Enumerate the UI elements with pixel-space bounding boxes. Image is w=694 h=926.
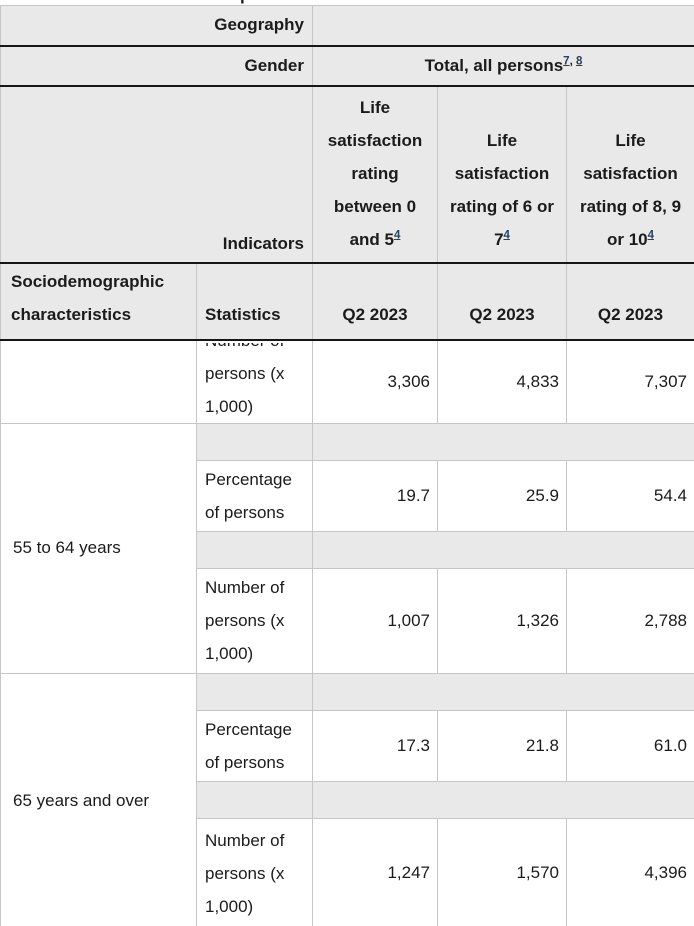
age-group-label-65-over: 65 years and over xyxy=(0,672,197,926)
gender-value: Total, all persons xyxy=(424,55,564,75)
footnote-8-link[interactable]: 8 xyxy=(575,54,583,67)
geography-value-cell xyxy=(312,5,694,47)
table-row: Number of persons (x 1,000) 1,007 1,326 … xyxy=(1,568,694,674)
gender-value-cell: Total, all persons7, 8 xyxy=(312,45,694,87)
gender-row: Gender Total, all persons7, 8 xyxy=(0,45,694,87)
value-cell: 4,833 xyxy=(437,339,567,424)
value-cell: 7,307 xyxy=(566,339,694,424)
gender-label: Gender xyxy=(0,45,313,87)
value-cell: 4,396 xyxy=(566,817,694,926)
footnote-4-link[interactable]: 4 xyxy=(394,229,401,242)
column-header-row: Sociodemographic characteristics Statist… xyxy=(0,262,694,341)
table-row: Percentage of persons 19.7 25.9 54.4 xyxy=(1,459,694,533)
indicator-header-0-label: Life satisfaction rating between 0 and 5 xyxy=(327,97,423,250)
indicator-header-0: Life satisfaction rating between 0 and 5… xyxy=(312,85,438,265)
cropped-top-row: Reference period xyxy=(0,0,312,5)
statistics-header: Statistics xyxy=(196,262,313,341)
footnote-4-link[interactable]: 4 xyxy=(647,229,655,242)
statistic-label: Number of persons (x 1,000) xyxy=(196,568,313,674)
footnote-7-link[interactable]: 7 xyxy=(563,54,570,67)
value-cell: 1,247 xyxy=(312,817,438,926)
spacer-row xyxy=(1,531,694,570)
age-group-label-55-64: 55 to 64 years xyxy=(0,422,197,674)
value-cell: 21.8 xyxy=(437,709,567,782)
statistic-label: Number of persons (x 1,000) xyxy=(196,817,313,926)
indicator-header-1-label: Life satisfaction rating of 6 or 7 xyxy=(450,130,554,250)
value-cell: 1,007 xyxy=(312,568,438,674)
spacer-cell xyxy=(312,672,694,711)
value-cell: 54.4 xyxy=(566,459,694,533)
footnote-4-link[interactable]: 4 xyxy=(503,229,510,242)
spacer-row: 65 years and over xyxy=(0,672,694,926)
indicator-header-2: Life satisfaction rating of 8, 9 or 104 xyxy=(566,85,694,265)
value-cell: 2,788 xyxy=(566,568,694,674)
value-cell: 19.7 xyxy=(312,459,438,533)
cropped-top-row-text: Reference period xyxy=(0,0,312,5)
spacer-cell xyxy=(312,422,694,461)
period-header-1: Q2 2023 xyxy=(437,262,567,341)
spacer-cell xyxy=(196,780,313,819)
indicator-header-2-label: Life satisfaction rating of 8, 9 or 10 xyxy=(579,130,682,250)
statistic-label-cell: Number of persons (x 1,000) xyxy=(196,339,313,424)
spacer-row xyxy=(1,780,694,819)
value-cell: 61.0 xyxy=(566,709,694,782)
value-cell: 3,306 xyxy=(312,339,438,424)
life-satisfaction-table: Geography Gender Total, all persons7, 8 … xyxy=(0,5,694,926)
spacer-row: 55 to 64 years xyxy=(0,422,694,674)
spacer-cell xyxy=(312,531,694,570)
statistic-label: Percentage of persons xyxy=(196,459,313,533)
table-row: Number of persons (x 1,000) 1,247 1,570 … xyxy=(1,817,694,926)
indicators-label: Indicators xyxy=(0,85,313,265)
spacer-cell xyxy=(196,422,313,461)
geography-row: Geography xyxy=(0,5,694,47)
stub-header: Sociodemographic characteristics xyxy=(0,262,197,341)
indicators-row: Indicators Life satisfaction rating betw… xyxy=(0,85,694,265)
value-cell: 1,570 xyxy=(437,817,567,926)
period-header-0: Q2 2023 xyxy=(312,262,438,341)
spacer-cell xyxy=(196,531,313,570)
value-cell: 25.9 xyxy=(437,459,567,533)
footnote-separator: , xyxy=(569,54,576,67)
table-row-partial: Number of persons (x 1,000) 3,306 4,833 … xyxy=(0,339,694,424)
spacer-cell xyxy=(312,780,694,819)
period-header-2: Q2 2023 xyxy=(566,262,694,341)
table-row: Percentage of persons 17.3 21.8 61.0 xyxy=(1,709,694,782)
statistic-label: Percentage of persons xyxy=(196,709,313,782)
gender-footnotes: 7, 8 xyxy=(563,55,582,67)
geography-label: Geography xyxy=(0,5,313,47)
value-cell: 17.3 xyxy=(312,709,438,782)
statistic-label: Number of persons (x 1,000) xyxy=(205,343,285,417)
age-group-cell-empty xyxy=(0,339,197,424)
value-cell: 1,326 xyxy=(437,568,567,674)
indicator-header-1: Life satisfaction rating of 6 or 74 xyxy=(437,85,567,265)
spacer-cell xyxy=(196,672,313,711)
